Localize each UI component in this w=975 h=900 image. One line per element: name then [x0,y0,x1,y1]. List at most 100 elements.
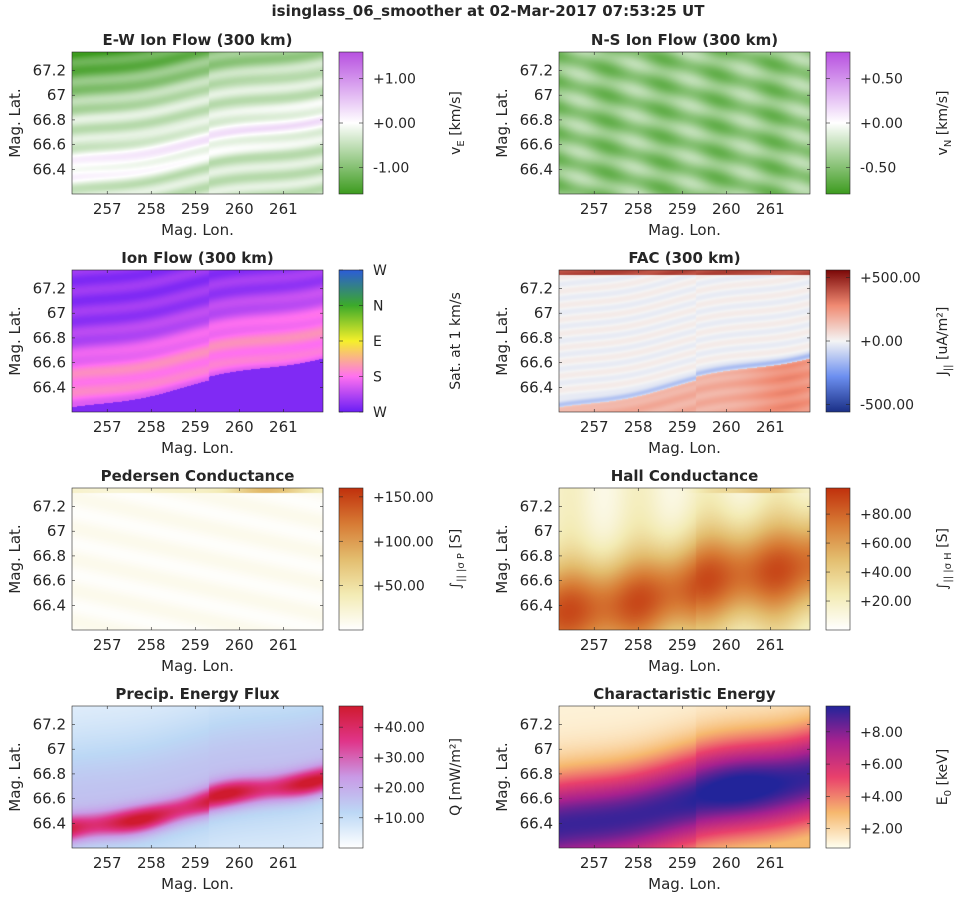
colorbar-tick-label: +0.00 [860,334,903,350]
x-tick-label: 260 [712,200,741,218]
y-axis-label: Mag. Lat. [493,524,511,593]
y-tick-label: 67 [534,740,553,758]
y-axis-label: Mag. Lat. [6,742,24,811]
colorbar-label-subscript: || |σ P [456,553,467,582]
colorbar-label-main: v [448,147,464,155]
x-tick-label: 257 [93,200,122,218]
x-tick-label: 259 [181,200,210,218]
colorbar [338,487,364,631]
x-tick-label: 260 [712,854,741,872]
colorbar-tick-label: +4.00 [860,789,903,805]
colorbar-label-main: ∫ [448,582,464,589]
panel-title: Pedersen Conductance [101,467,295,485]
colorbar-tick-label: +1.00 [373,72,416,88]
colorbar-label-main: ∫ [935,583,951,590]
panel-title: Ion Flow (300 km) [121,249,273,267]
y-tick-label: 66.8 [520,765,553,783]
x-axis-label: Mag. Lon. [648,875,721,893]
colorbar-tick-label: +100.00 [373,534,434,550]
y-tick-label: 66.8 [33,547,66,565]
colorbar-tick-label: +30.00 [373,750,425,766]
heatmap-image [559,52,810,194]
heatmap-image [72,52,323,194]
colorbar-tick-label: +8.00 [860,725,903,741]
heatmap-image [559,706,810,848]
y-tick-label: 66.4 [520,160,553,178]
y-tick-label: 66.8 [520,329,553,347]
x-tick-label: 261 [269,636,298,654]
plot-frame [71,51,324,195]
y-tick-label: 67.2 [33,280,66,298]
y-tick-label: 67.2 [520,280,553,298]
colorbar-label-subscript: || |σ H [943,552,954,582]
y-tick-label: 67.2 [520,716,553,734]
colorbar-tick-label: +60.00 [860,536,912,552]
y-tick-label: 67.2 [33,62,66,80]
x-tick-label: 258 [137,200,166,218]
y-tick-label: 67 [47,86,66,104]
colorbar-tick-label: E [373,334,382,350]
colorbar-label: E0 [keV] [935,749,954,805]
plot-frame [558,51,811,195]
colorbar [825,705,851,849]
x-tick-label: 259 [668,636,697,654]
x-tick-label: 259 [181,636,210,654]
colorbar-tick-label: +40.00 [860,565,912,581]
panel-title: FAC (300 km) [628,249,740,267]
colorbar-label-unit: [uA/m²] [935,307,951,365]
y-tick-label: 66.8 [33,111,66,129]
colorbar-tick-label: +2.00 [860,822,903,838]
panel-title: Hall Conductance [611,467,759,485]
y-tick-label: 66.8 [520,111,553,129]
x-tick-label: 261 [756,418,785,436]
panel-title: Charactaristic Energy [593,685,776,703]
colorbar-label-subscript: 0 [943,790,954,796]
x-tick-label: 261 [269,418,298,436]
x-axis-label: Mag. Lon. [648,221,721,239]
colorbar-label-main: v [935,147,951,155]
x-tick-label: 259 [668,200,697,218]
y-tick-label: 66.4 [33,378,66,396]
y-axis-label: Mag. Lat. [493,742,511,811]
y-tick-label: 66.4 [520,596,553,614]
y-tick-label: 66.8 [33,765,66,783]
colorbar-label-unit: [S] [448,529,464,553]
colorbar-label-main: E [935,796,951,805]
x-tick-label: 257 [580,636,609,654]
y-tick-label: 67.2 [520,62,553,80]
y-axis-label: Mag. Lat. [493,306,511,375]
y-tick-label: 67 [47,522,66,540]
colorbar-tick-label: W [373,405,387,421]
colorbar-label-main: J [935,371,951,376]
y-tick-label: 66.4 [33,814,66,832]
x-axis-label: Mag. Lon. [161,657,234,675]
y-tick-label: 66.6 [520,136,553,154]
colorbar-label-unit: [km/s] [935,91,951,140]
y-tick-label: 66.4 [520,814,553,832]
y-tick-label: 67.2 [33,498,66,516]
x-tick-label: 260 [225,854,254,872]
x-axis-label: Mag. Lon. [161,439,234,457]
x-tick-label: 258 [137,636,166,654]
colorbar-tick-label: +0.50 [860,72,903,88]
heatmap-image [72,706,323,848]
colorbar-tick-label: -1.00 [373,160,409,176]
colorbar-tick-label: +500.00 [860,271,921,287]
x-tick-label: 257 [580,200,609,218]
colorbar-label: vE [km/s] [448,91,467,155]
heatmap-image [559,270,810,412]
y-tick-label: 67 [534,522,553,540]
panel-title: N-S Ion Flow (300 km) [591,31,778,49]
x-tick-label: 258 [624,854,653,872]
x-tick-label: 258 [137,418,166,436]
colorbar-tick-label: +50.00 [373,579,425,595]
y-tick-label: 66.4 [33,160,66,178]
colorbar-label: vN [km/s] [935,91,954,156]
colorbar-label-subscript: E [456,140,467,146]
colorbar-label-unit: [mW/m²] [448,738,464,805]
colorbar-tick-label: -0.50 [860,160,896,176]
x-tick-label: 260 [225,200,254,218]
y-tick-label: 66.6 [520,790,553,808]
colorbar-tick-label: +20.00 [860,594,912,610]
x-axis-label: Mag. Lon. [648,657,721,675]
